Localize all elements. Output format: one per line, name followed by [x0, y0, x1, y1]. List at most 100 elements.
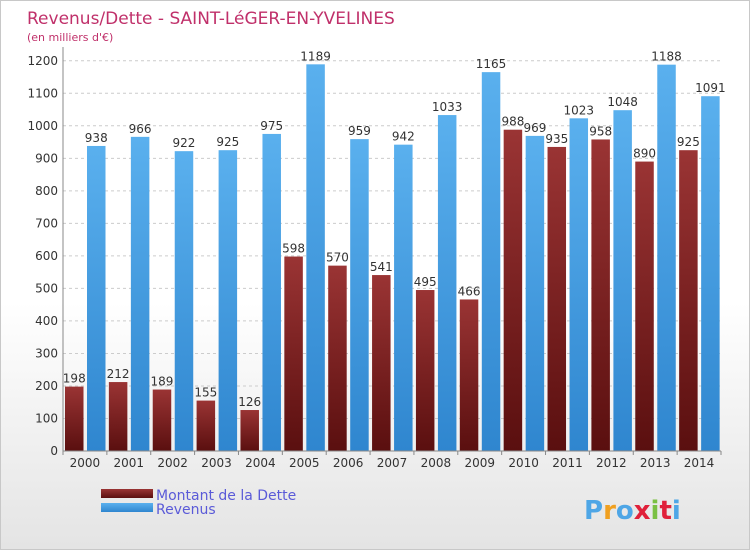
axes — [62, 47, 722, 455]
bar-dette — [415, 290, 435, 451]
bar-revenus — [481, 72, 501, 451]
bar-revenus — [394, 144, 413, 451]
data-label: 1023 — [564, 103, 595, 117]
y-tick-label: 200 — [35, 379, 58, 393]
data-label: 1165 — [476, 57, 507, 71]
y-tick-label: 0 — [50, 444, 58, 458]
data-label: 922 — [173, 136, 196, 150]
data-label: 935 — [545, 132, 568, 146]
y-tick-label: 800 — [35, 184, 58, 198]
bar-dette — [196, 400, 216, 451]
data-label: 959 — [348, 124, 371, 138]
data-label: 1189 — [300, 49, 331, 63]
x-tick-label: 2011 — [552, 456, 583, 470]
x-tick-label: 2008 — [421, 456, 452, 470]
y-tick-label: 100 — [35, 411, 58, 425]
bar-revenus — [306, 64, 325, 452]
data-label: 925 — [677, 135, 700, 149]
bar-revenus — [701, 96, 720, 452]
x-tick-label: 2005 — [289, 456, 320, 470]
y-tick-label: 900 — [35, 151, 58, 165]
bar-revenus — [437, 115, 457, 452]
bar-revenus — [525, 135, 545, 451]
data-label: 126 — [238, 395, 261, 409]
data-label: 988 — [501, 115, 524, 129]
data-label: 890 — [633, 147, 656, 161]
bar-dette — [108, 382, 128, 451]
y-tick-label: 500 — [35, 281, 58, 295]
data-label: 198 — [63, 372, 86, 386]
bar-revenus — [174, 151, 194, 451]
x-tick-label: 2006 — [333, 456, 364, 470]
data-label: 155 — [194, 386, 217, 400]
logo-text: Proxiti — [584, 496, 681, 526]
bar-dette — [240, 410, 259, 451]
bar-dette — [284, 256, 303, 451]
chart-subtitle: (en milliers d'€) — [27, 31, 113, 44]
legend-label-dette: Montant de la Dette — [156, 488, 296, 504]
bar-dette — [372, 275, 391, 451]
data-label: 1091 — [695, 81, 726, 95]
y-tick-label: 300 — [35, 346, 58, 360]
data-label: 942 — [392, 130, 415, 144]
bar-dette — [503, 129, 523, 451]
x-tick-label: 2010 — [508, 456, 539, 470]
y-tick-label: 1000 — [27, 119, 58, 133]
data-label: 570 — [326, 251, 349, 265]
proxiti-logo: Proxiti — [584, 496, 681, 526]
data-label: 495 — [414, 275, 437, 289]
bar-revenus — [87, 145, 106, 451]
chart-title: Revenus/Dette - SAINT-LéGER-EN-YVELINES — [27, 9, 395, 29]
y-tick-label: 1100 — [27, 86, 58, 100]
data-label: 966 — [129, 122, 152, 136]
x-tick-label: 2000 — [70, 456, 101, 470]
bar-revenus — [569, 118, 589, 451]
data-label: 541 — [370, 260, 393, 274]
bars-group: 198 938 2000 212 966 2001 189 922 2002 155 925 2003… — [63, 49, 726, 470]
bar-dette — [547, 146, 567, 452]
bar-revenus — [218, 150, 238, 451]
data-label: 598 — [282, 242, 305, 256]
y-tick-label: 400 — [35, 314, 58, 328]
legend-swatch-dette — [101, 489, 153, 498]
bar-dette — [591, 139, 610, 451]
data-label: 925 — [216, 135, 239, 149]
data-label: 969 — [523, 121, 546, 135]
x-tick-label: 2001 — [114, 456, 145, 470]
bar-revenus — [350, 139, 369, 452]
bar-revenus — [657, 64, 676, 451]
legend-swatch-revenus — [101, 503, 153, 512]
x-tick-label: 2014 — [684, 456, 715, 470]
data-label: 466 — [458, 284, 481, 298]
data-label: 1033 — [432, 100, 463, 114]
x-tick-label: 2013 — [640, 456, 671, 470]
y-tick-label: 1200 — [27, 54, 58, 68]
x-tick-label: 2012 — [596, 456, 627, 470]
bar-dette — [152, 389, 172, 451]
data-label: 189 — [151, 375, 174, 389]
data-label: 958 — [589, 124, 612, 138]
bar-dette — [328, 265, 347, 451]
y-tick-label: 700 — [35, 216, 58, 230]
x-tick-label: 2007 — [377, 456, 408, 470]
bar-revenus — [262, 133, 281, 452]
grid-lines: 0 100 200 300 400 500 600 700 800 900 1000 1100 1200 — [27, 54, 721, 458]
bar-dette — [635, 161, 654, 452]
data-label: 212 — [107, 367, 130, 381]
data-label: 1188 — [651, 50, 682, 64]
bar-revenus — [130, 136, 150, 452]
x-tick-label: 2002 — [157, 456, 188, 470]
bar-dette — [459, 299, 479, 451]
data-label: 938 — [85, 131, 108, 145]
x-tick-label: 2009 — [464, 456, 495, 470]
data-label: 1048 — [607, 95, 638, 109]
x-tick-label: 2003 — [201, 456, 232, 470]
x-tick-label: 2004 — [245, 456, 276, 470]
bar-dette — [65, 386, 84, 451]
legend-label-revenus: Revenus — [156, 502, 216, 518]
bar-revenus — [613, 110, 632, 452]
bar-dette — [679, 150, 698, 451]
data-label: 975 — [260, 119, 283, 133]
